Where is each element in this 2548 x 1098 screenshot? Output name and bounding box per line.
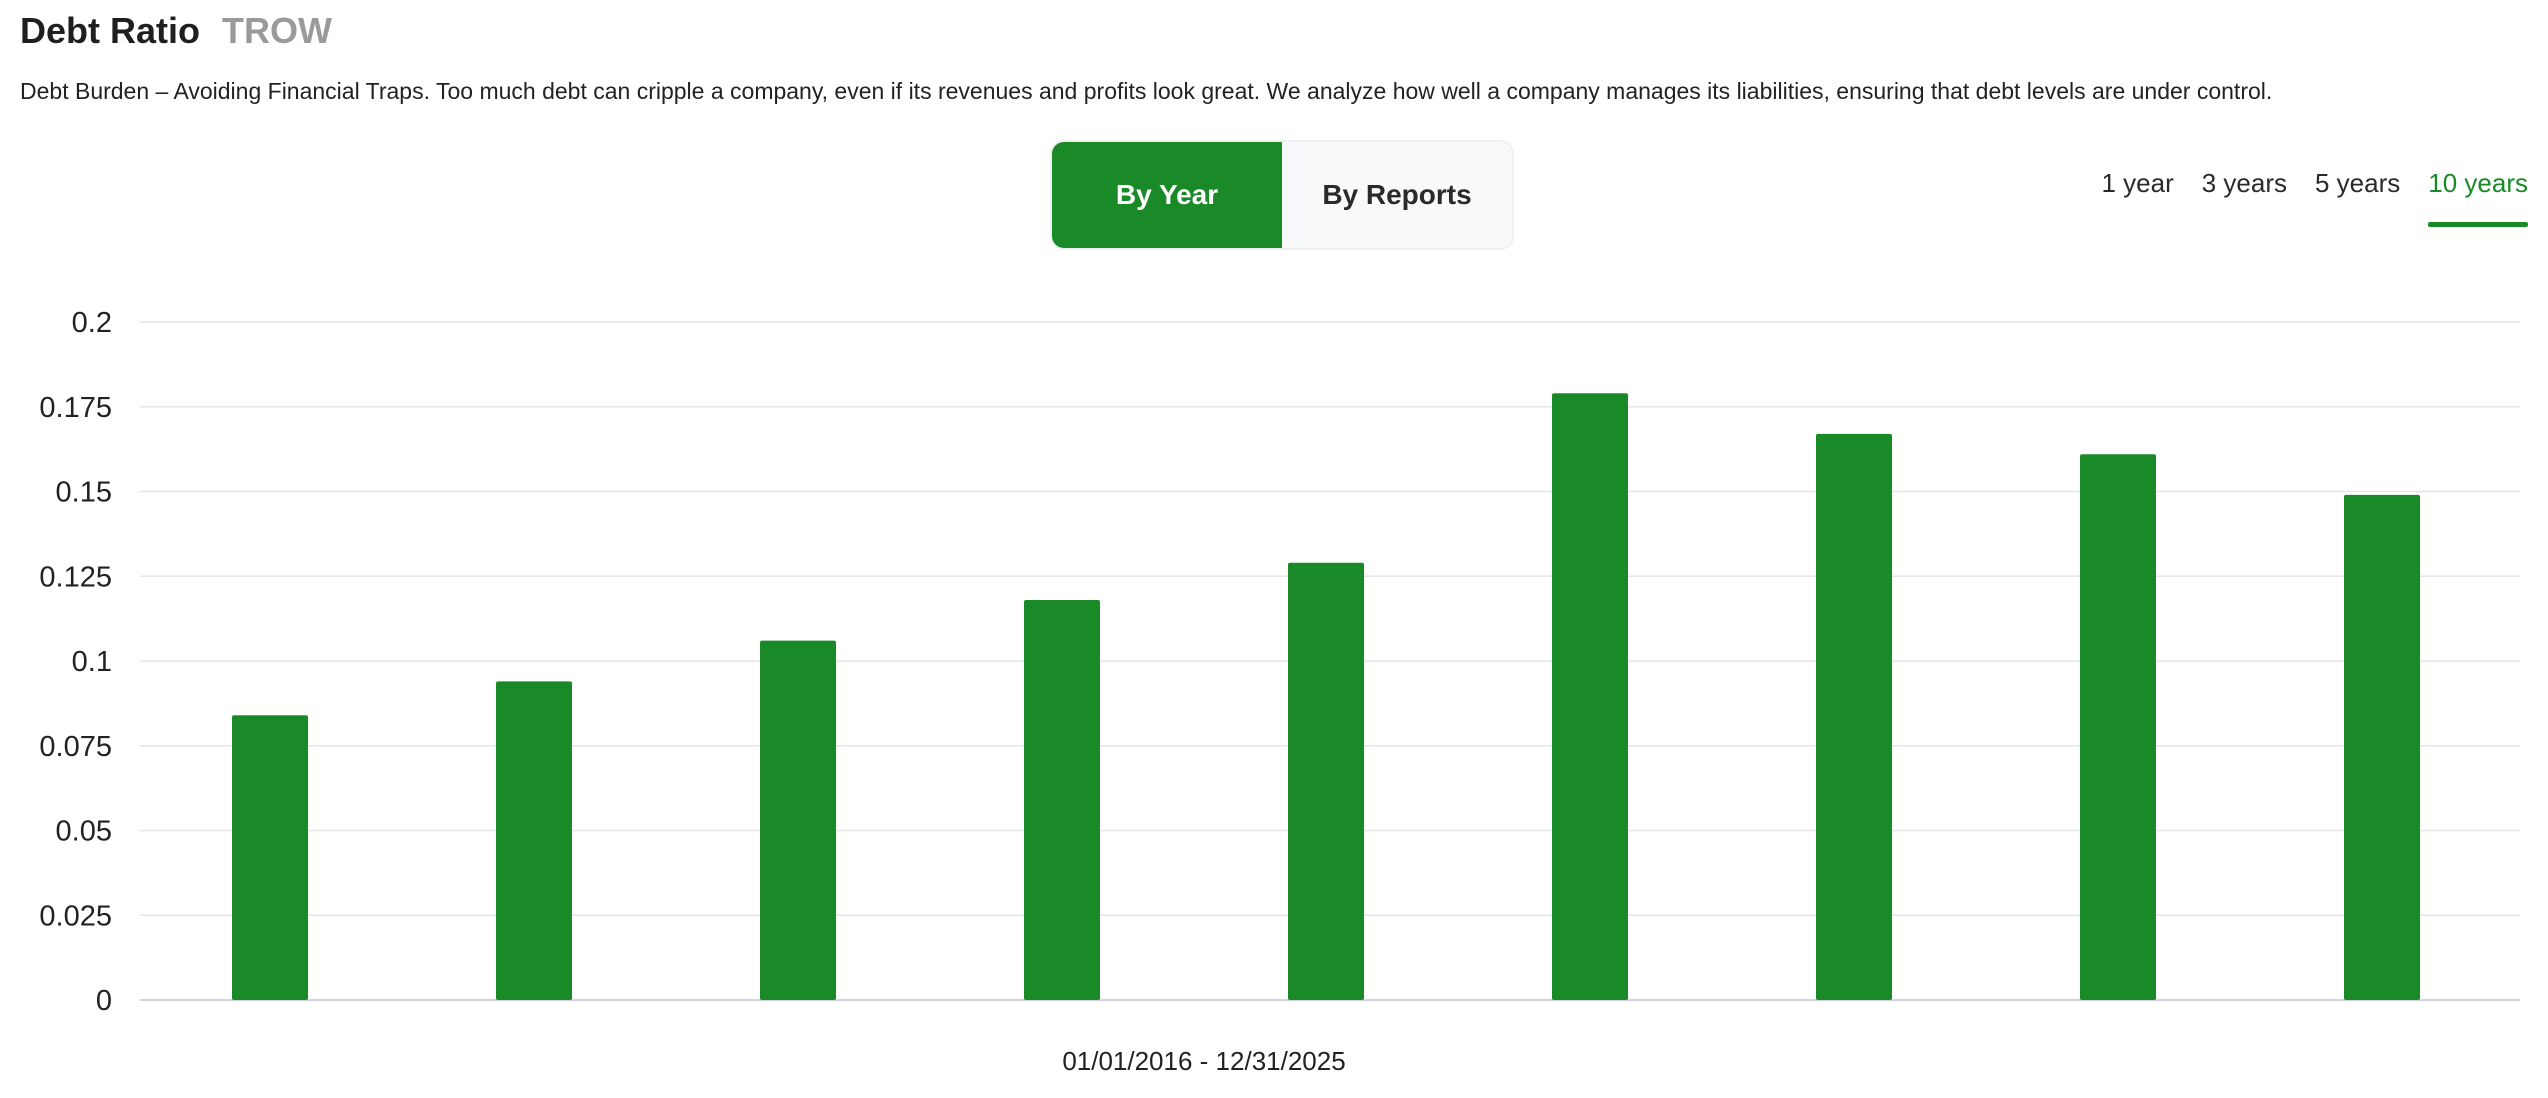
y-tick-label: 0.2 xyxy=(72,307,112,339)
bar[interactable] xyxy=(2344,494,2420,1000)
y-tick-label: 0.175 xyxy=(39,392,112,424)
chart-header: Debt Ratio TROW xyxy=(20,10,332,52)
debt-ratio-bar-chart: 0 0.025 0.05 0.075 0.1 0.125 0.15 0.175 0.2 xyxy=(39,307,2520,1017)
bar[interactable] xyxy=(232,715,308,1000)
page-title: Debt Ratio xyxy=(20,10,200,51)
bar[interactable] xyxy=(2080,454,2156,1000)
bar[interactable] xyxy=(1288,562,1364,1000)
bar[interactable] xyxy=(1552,393,1628,1000)
y-tick-label: 0.05 xyxy=(56,816,112,848)
period-tabs: 1 year 3 years 5 years 10 years xyxy=(2087,168,2528,227)
tab-1-year[interactable]: 1 year xyxy=(2101,168,2174,198)
ticker-symbol: TROW xyxy=(222,10,332,51)
y-tick-label: 0.125 xyxy=(39,561,112,593)
bar[interactable] xyxy=(1024,599,1100,1000)
y-tick-label: 0.075 xyxy=(39,731,112,763)
y-tick-label: 0.025 xyxy=(39,900,112,932)
bar[interactable] xyxy=(1816,433,1892,1000)
by-year-button[interactable]: By Year xyxy=(1052,142,1282,248)
bar[interactable] xyxy=(760,640,836,1000)
tab-10-years[interactable]: 10 years xyxy=(2414,168,2528,227)
tab-5-years[interactable]: 5 years xyxy=(2315,168,2401,198)
x-axis-date-range: 01/01/2016 - 12/31/2025 xyxy=(1062,1046,1346,1076)
by-reports-button[interactable]: By Reports xyxy=(1282,142,1512,248)
view-toggle: By Year By Reports xyxy=(1050,140,1514,250)
bar[interactable] xyxy=(496,681,572,1000)
y-tick-label: 0.1 xyxy=(72,646,112,678)
tab-3-years[interactable]: 3 years xyxy=(2201,168,2287,198)
y-tick-label: 0.15 xyxy=(56,477,112,509)
chart-description: Debt Burden – Avoiding Financial Traps. … xyxy=(20,78,2273,104)
y-tick-label: 0 xyxy=(96,985,112,1017)
